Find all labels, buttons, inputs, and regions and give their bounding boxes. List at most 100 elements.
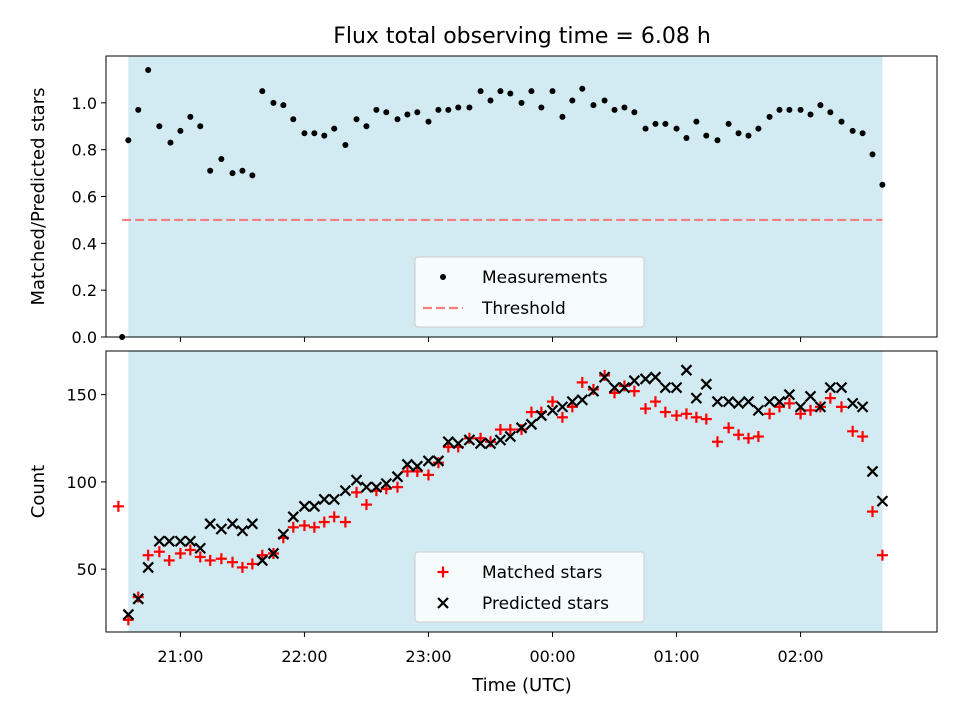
legend-box <box>414 551 645 623</box>
matched-point <box>587 383 599 395</box>
predicted-point-b <box>339 484 352 497</box>
predicted-point <box>298 500 311 513</box>
predicted-point-b <box>804 390 817 403</box>
matched-point <box>566 401 578 413</box>
measurement-point <box>869 151 876 158</box>
measurement-point <box>849 127 856 134</box>
legend-entry: Predicted stars <box>437 594 609 614</box>
predicted-point <box>783 388 796 401</box>
predicted-point-b <box>773 395 786 408</box>
matched-point <box>194 551 206 563</box>
predicted-point <box>484 437 497 450</box>
predicted-point <box>846 397 859 410</box>
predicted-point-b <box>680 364 693 376</box>
measurement-point <box>590 102 597 109</box>
predicted-point <box>308 500 321 513</box>
predicted-point-b <box>576 394 589 406</box>
predicted-point-b <box>846 397 859 410</box>
predicted-point <box>824 381 837 394</box>
legend-entry: Matched stars <box>437 563 602 583</box>
predicted-point <box>566 395 579 408</box>
predicted-point-b <box>380 477 393 490</box>
predicted-point-b <box>598 371 611 383</box>
matched-point <box>227 556 239 568</box>
matched-point <box>215 553 227 565</box>
measurement-point <box>156 123 163 130</box>
predicted-point <box>535 409 548 422</box>
matched-point <box>516 424 527 436</box>
predicted-point-b <box>204 518 216 530</box>
measurement-point <box>218 156 225 163</box>
predicted-point <box>422 455 435 467</box>
legend-predicted-swatch-b <box>437 597 449 609</box>
legend-label: Predicted stars <box>482 594 609 614</box>
predicted-point-b <box>132 593 145 605</box>
predicted-point-b <box>277 528 290 541</box>
predicted-point <box>794 401 807 413</box>
predicted-point-b <box>411 460 424 472</box>
predicted-point <box>876 495 889 507</box>
measurement-point <box>662 120 669 127</box>
measurement-point <box>642 125 649 132</box>
matched-point <box>287 521 299 533</box>
legend-entry: Threshold <box>423 299 566 319</box>
matched-point <box>711 436 723 448</box>
top-panel: 0.0 0.2 0.4 0.6 0.8 1.0 Matched/Predicted star… <box>28 55 938 347</box>
matched-point <box>835 401 847 413</box>
predicted-point <box>442 435 455 448</box>
matched-point <box>204 554 216 566</box>
matched-point <box>556 411 568 423</box>
measurement-point <box>331 125 338 132</box>
measurement-point <box>549 88 556 95</box>
predicted-point-b <box>670 381 683 394</box>
measurement-point <box>766 113 773 120</box>
measurement-point <box>673 125 680 132</box>
measurement-point <box>125 137 132 144</box>
matched-point <box>764 408 776 420</box>
measurement-point <box>817 102 824 109</box>
matched-point <box>824 392 836 404</box>
predicted-point-b <box>494 434 507 446</box>
predicted-point <box>504 430 517 443</box>
predicted-point <box>628 374 641 387</box>
measurement-point <box>321 132 328 139</box>
matched-point <box>401 465 413 477</box>
predicted-point <box>680 364 693 376</box>
predicted-point <box>752 404 765 417</box>
predicted-point-b <box>711 395 724 408</box>
measurement-point <box>725 120 732 127</box>
predicted-point <box>866 465 879 478</box>
predicted-point <box>515 422 528 434</box>
measurement-point <box>363 123 370 130</box>
series-measurements <box>119 67 886 340</box>
matched-point <box>391 481 403 493</box>
predicted-point <box>649 371 662 383</box>
measurement-point <box>445 106 452 113</box>
matched-point <box>494 424 506 436</box>
predicted-point <box>598 371 611 383</box>
predicted-point <box>835 381 848 394</box>
measurement-point <box>879 181 886 188</box>
predicted-point <box>659 381 672 394</box>
measurement-point <box>797 106 804 113</box>
matched-point <box>773 401 785 413</box>
chart-title: Flux total observing time = 6.08 h <box>333 24 711 49</box>
matched-point <box>599 369 611 381</box>
predicted-point-b <box>546 404 559 417</box>
measurement-point <box>601 97 608 104</box>
predicted-point <box>773 395 786 408</box>
plot-area <box>119 67 886 340</box>
measurement-point <box>579 85 586 92</box>
measurement-point <box>135 106 142 113</box>
measurement-point <box>807 111 814 118</box>
predicted-point <box>411 460 424 472</box>
predicted-point-b <box>535 409 548 422</box>
predicted-point-b <box>639 373 652 385</box>
predicted-point-b <box>835 381 848 394</box>
predicted-point-b <box>432 455 445 467</box>
predicted-point-b <box>504 430 517 443</box>
x-tick-label: 02:00 <box>778 647 824 666</box>
legend: Measurements Threshold <box>414 256 645 328</box>
measurement-point <box>538 104 545 111</box>
x-tick-label: 00:00 <box>529 647 575 666</box>
